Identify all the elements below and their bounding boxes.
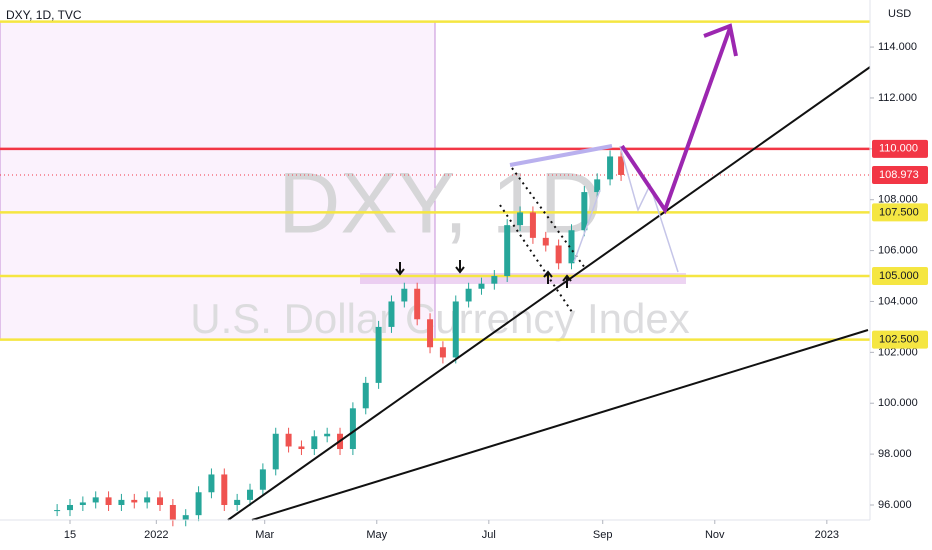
down-arrows [395, 260, 465, 276]
candle [414, 288, 421, 320]
candle [465, 288, 472, 302]
candle [439, 347, 446, 358]
y-tick-label: 112.000 [878, 92, 917, 104]
level-label: 107.500 [879, 206, 919, 218]
candle [285, 433, 292, 447]
candle [529, 212, 536, 238]
candle [401, 288, 408, 302]
candle [491, 276, 498, 284]
candle [349, 408, 356, 450]
drawings [227, 23, 881, 521]
candle [208, 474, 215, 493]
candle [182, 515, 189, 521]
channel-line [511, 167, 586, 269]
x-tick-label: Jul [482, 529, 496, 541]
zone-band [360, 273, 686, 284]
candle [195, 492, 202, 516]
candle [478, 283, 485, 289]
candle [259, 469, 266, 490]
last-price-label: 108.973 [879, 169, 919, 181]
candle [311, 436, 318, 450]
x-tick-label: May [366, 529, 387, 541]
candle [118, 499, 125, 505]
candle [555, 245, 562, 264]
candle [105, 497, 112, 505]
projection [619, 145, 679, 273]
candle [298, 446, 305, 450]
level-label: 110.000 [879, 143, 918, 155]
watermark-subtitle: U.S. Dollar Currency Index [190, 295, 690, 342]
candle [79, 502, 86, 505]
candle [272, 433, 279, 470]
y-tick-label: 104.000 [878, 295, 918, 307]
x-tick-label: 2023 [815, 529, 839, 541]
arrow-head [703, 23, 738, 57]
x-tick-label: Mar [255, 529, 274, 541]
candle [452, 301, 459, 358]
candle [542, 237, 549, 246]
trend-line [251, 329, 869, 521]
up-arrows [543, 270, 572, 288]
currency-label: USD [888, 8, 911, 20]
candle [375, 326, 382, 383]
level-tag [872, 330, 928, 349]
candle [144, 497, 151, 503]
candle [92, 497, 99, 503]
candle [362, 382, 369, 409]
candle [568, 230, 575, 264]
y-tick-label: 96.000 [878, 499, 912, 511]
forecast-arrow [620, 27, 732, 215]
y-tick-label: 108.000 [878, 194, 918, 206]
y-tick-label: 100.000 [878, 397, 918, 409]
symbol-label: DXY, 1D, TVC [6, 8, 82, 22]
candle [388, 301, 395, 327]
trend-line [227, 59, 881, 521]
watermark-title: DXY, 1D [278, 156, 601, 252]
last-price-tag [872, 165, 928, 184]
candle [234, 499, 241, 505]
level-tag [872, 139, 928, 158]
x-tick-label: 15 [64, 529, 76, 541]
x-tick-label: Sep [593, 529, 613, 541]
level-tag [872, 203, 928, 222]
candle [157, 497, 164, 505]
candle [618, 156, 625, 175]
y-tick-label: 114.000 [878, 41, 917, 53]
y-tick-label: 98.000 [878, 448, 912, 460]
candle [66, 504, 73, 511]
candle [517, 212, 524, 226]
candle [54, 510, 61, 512]
candle [169, 504, 176, 521]
x-tick-label: Nov [705, 529, 725, 541]
candle [247, 489, 254, 500]
projection [573, 189, 601, 263]
y-tick-label: 106.000 [878, 244, 918, 256]
candle [607, 156, 614, 180]
candle [324, 433, 331, 437]
candle [504, 225, 511, 277]
watermark: DXY, 1D U.S. Dollar Currency Index [190, 156, 690, 342]
x-tick-label: 2022 [144, 529, 168, 541]
candle [221, 474, 228, 505]
level-label: 102.500 [879, 334, 919, 346]
highlight-line [509, 144, 613, 167]
level-tag [872, 267, 928, 286]
candle [427, 319, 434, 348]
candle [594, 179, 601, 193]
candle [131, 499, 138, 503]
level-label: 105.000 [879, 270, 919, 282]
y-tick-label: 102.000 [878, 346, 918, 358]
zone-box [0, 21, 436, 341]
candle [581, 192, 588, 231]
